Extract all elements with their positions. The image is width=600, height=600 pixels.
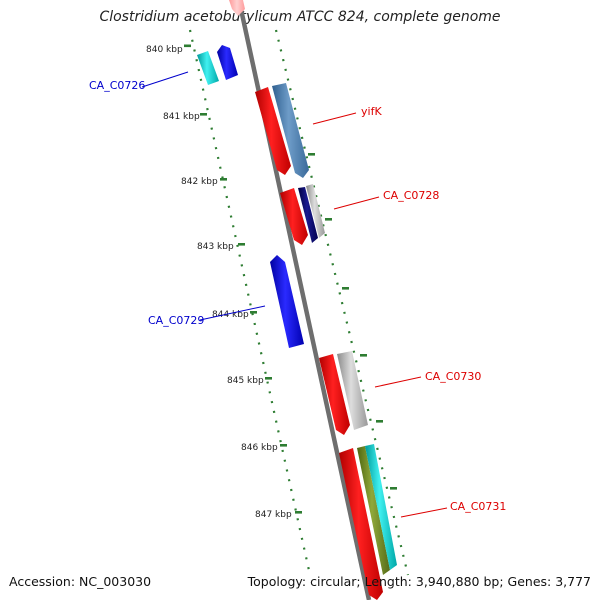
scale-ticks [184, 44, 397, 514]
scale-tick [280, 444, 287, 447]
gene-arrow-yifk-red[interactable] [255, 87, 291, 175]
scale-tick-label: 845 kbp [227, 376, 264, 386]
label-leader-line [374, 376, 422, 388]
gene-arrow-ca-c0726[interactable] [217, 45, 238, 80]
scale-tick [265, 377, 272, 380]
gene-arrow-top-pink[interactable] [229, 0, 245, 16]
gene-label-ca-c0726[interactable]: CA_C0726 [89, 79, 145, 92]
label-leader-line [312, 112, 357, 125]
gene-arrow-ca-c0730-grey[interactable] [337, 351, 368, 430]
scale-tick [238, 243, 245, 246]
scale-tick [325, 218, 332, 221]
scale-tick-label: 844 kbp [212, 310, 249, 320]
gene-label-ca-c0729[interactable]: CA_C0729 [148, 314, 204, 327]
scale-tick [184, 44, 191, 48]
gene-label-yifk[interactable]: yifK [361, 105, 382, 118]
scale-tick-label: 842 kbp [181, 177, 218, 187]
gene-label-ca-c0728[interactable]: CA_C0728 [383, 189, 439, 202]
gene-arrow-ca-c0728-grey[interactable] [306, 184, 325, 238]
scale-tick [295, 511, 302, 514]
scale-tick [220, 178, 227, 181]
scale-tick-label: 846 kbp [241, 443, 278, 453]
gene-arrow-ca-c0731-cyan[interactable] [365, 444, 397, 570]
label-leader-line [199, 305, 266, 321]
gene-arrow-yifk-steel[interactable] [272, 83, 309, 178]
scale-tick [308, 153, 315, 156]
scale-tick-label: 840 kbp [146, 45, 183, 55]
map-title: Clostridium acetobutylicum ATCC 824, com… [99, 9, 501, 25]
scale-tick [390, 487, 397, 490]
label-leader-line [333, 196, 380, 210]
scale-tick-label: 843 kbp [197, 242, 234, 252]
scale-tick [250, 311, 257, 314]
gene-label-ca-c0731[interactable]: CA_C0731 [450, 500, 506, 513]
gene-arrow-ca-c0728-red[interactable] [280, 188, 308, 245]
gene-arrow-ca-c0731-red[interactable] [339, 448, 383, 600]
gene-arrow-ca-c0729[interactable] [270, 255, 304, 348]
outer-guide-line [274, 29, 410, 576]
gene-arrow-ca-c0728-navy[interactable] [298, 187, 318, 243]
scale-tick [376, 420, 383, 423]
scale-tick [360, 354, 367, 357]
scale-tick [342, 287, 349, 290]
gene-arrow-ca-c0730-red[interactable] [319, 354, 350, 435]
scale-tick [200, 113, 207, 116]
gene-label-ca-c0730[interactable]: CA_C0730 [425, 370, 481, 383]
scale-tick-label: 847 kbp [255, 510, 292, 520]
scale-tick-label: 841 kbp [163, 112, 200, 122]
genome-summary-label: Topology: circular; Length: 3,940,880 bp… [247, 574, 591, 589]
gene-arrow-ca-c0731-olive[interactable] [357, 446, 390, 575]
accession-label: Accession: NC_003030 [9, 574, 152, 589]
label-leader-line [141, 71, 189, 88]
gene-arrow-ca-c0726-cyan[interactable] [197, 51, 219, 85]
label-leader-line [400, 507, 448, 518]
